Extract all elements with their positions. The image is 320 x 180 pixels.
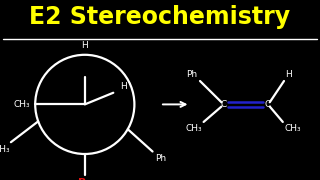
Text: CH₃: CH₃ [0, 145, 10, 154]
Text: H: H [81, 41, 88, 50]
Text: C: C [264, 100, 270, 109]
Text: Ph: Ph [155, 154, 166, 163]
Text: E2 Stereochemistry: E2 Stereochemistry [29, 5, 291, 29]
Text: Ph: Ph [186, 70, 197, 79]
Text: C: C [221, 100, 227, 109]
Text: Br: Br [78, 178, 92, 180]
Text: CH₃: CH₃ [284, 124, 301, 133]
Text: H: H [285, 70, 292, 79]
Text: CH₃: CH₃ [14, 100, 30, 109]
Text: CH₃: CH₃ [185, 124, 202, 133]
Text: H: H [120, 82, 126, 91]
